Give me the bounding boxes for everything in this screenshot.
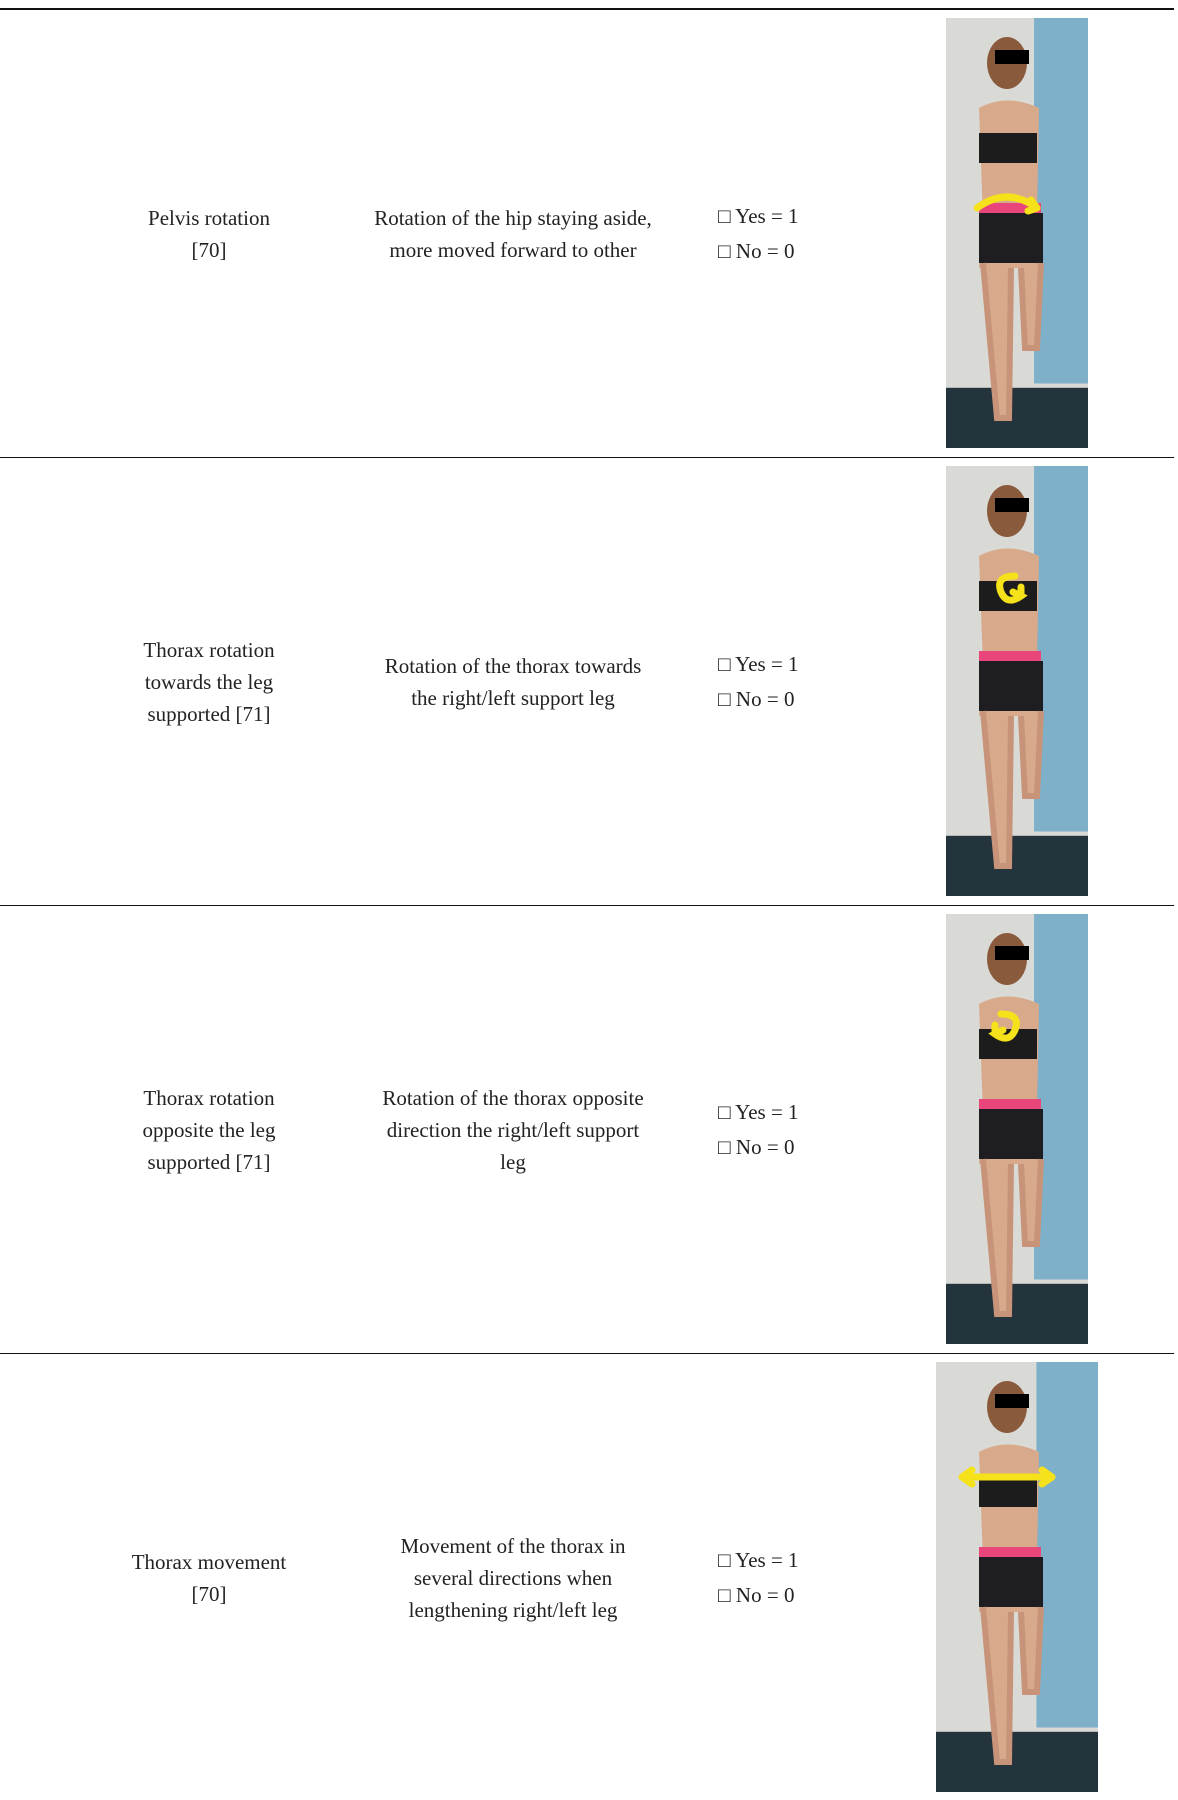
photo xyxy=(946,914,1088,1344)
row-name: Pelvis rotation [70] xyxy=(100,10,318,458)
row-name: Thorax rotation towards the leg supported … xyxy=(100,458,318,906)
shorts xyxy=(979,1557,1043,1607)
text-line: □ No = 0 xyxy=(718,687,795,711)
legs xyxy=(980,262,1044,421)
text-line: [70] xyxy=(191,238,227,262)
legs xyxy=(980,1158,1044,1317)
shorts xyxy=(979,213,1043,263)
text-line: Rotation of the thorax opposite xyxy=(382,1086,644,1110)
text-line: □ Yes = 1 xyxy=(718,1548,799,1572)
text-line: Thorax movement xyxy=(131,1550,287,1574)
text-line: [70] xyxy=(191,1582,227,1606)
eye-bar xyxy=(995,1394,1029,1408)
photo xyxy=(946,18,1088,448)
photo xyxy=(946,466,1088,896)
text-line: several directions when xyxy=(413,1566,613,1590)
text-line: supported [71] xyxy=(147,1150,271,1174)
row-rule xyxy=(0,905,1174,906)
top xyxy=(979,1029,1037,1059)
shorts xyxy=(979,661,1043,711)
text-line: Rotation of the thorax towards xyxy=(384,654,642,678)
table-row: Pelvis rotation [70] Rotation of the hip s… xyxy=(0,10,1178,458)
text-line: Thorax rotation xyxy=(143,1086,275,1110)
eye-bar xyxy=(995,498,1029,512)
table-row: Thorax rotation opposite the leg supported… xyxy=(0,906,1178,1354)
floor xyxy=(946,1283,1088,1344)
text-line: □ Yes = 1 xyxy=(718,204,799,228)
row-rule xyxy=(0,1353,1174,1354)
arrow xyxy=(973,193,1041,215)
row-name: Thorax rotation opposite the leg supported… xyxy=(100,906,318,1354)
text-line: direction the right/left support xyxy=(386,1118,640,1142)
photo xyxy=(936,1362,1098,1792)
wall-right xyxy=(1034,914,1088,1280)
shorts xyxy=(979,1109,1043,1159)
text-line: more moved forward to other xyxy=(389,238,637,262)
floor xyxy=(946,835,1088,896)
row-options: □ Yes = 1 □ No = 0 xyxy=(718,458,838,906)
wall-right xyxy=(1034,466,1088,832)
waistband xyxy=(979,651,1041,661)
text-line: towards the leg xyxy=(144,670,274,694)
arrow xyxy=(996,572,1028,604)
text-line: □ No = 0 xyxy=(718,1135,795,1159)
row-description: Rotation of the hip staying aside, more m… xyxy=(328,10,698,458)
waistband xyxy=(979,1099,1041,1109)
text-line: Pelvis rotation xyxy=(148,206,270,230)
text-line: Movement of the thorax in xyxy=(400,1534,626,1558)
row-description: Rotation of the thorax towards the right/… xyxy=(328,458,698,906)
text-line: supported [71] xyxy=(147,702,271,726)
waistband xyxy=(979,1547,1041,1557)
arrow xyxy=(958,1466,1056,1488)
legs xyxy=(980,1606,1044,1765)
text-line: □ Yes = 1 xyxy=(718,652,799,676)
row-options: □ Yes = 1 □ No = 0 xyxy=(718,906,838,1354)
legs xyxy=(980,710,1044,869)
text-line: □ No = 0 xyxy=(718,1583,795,1607)
eye-bar xyxy=(995,946,1029,960)
text-line: Rotation of the hip staying aside, xyxy=(374,206,652,230)
row-description: Rotation of the thorax opposite direction… xyxy=(328,906,698,1354)
text-line: □ No = 0 xyxy=(718,239,795,263)
row-name: Thorax movement [70] xyxy=(100,1354,318,1800)
wall-right xyxy=(1036,1362,1098,1728)
row-rule xyxy=(0,457,1174,458)
top xyxy=(979,1477,1037,1507)
table-row: Thorax movement [70] Movement of the thora… xyxy=(0,1354,1178,1800)
text-line: opposite the leg xyxy=(142,1118,276,1142)
table-row: Thorax rotation towards the leg supported … xyxy=(0,458,1178,906)
arrow xyxy=(988,1010,1020,1042)
top-rule xyxy=(0,8,1174,10)
waistband xyxy=(979,203,1041,213)
text-line: leg xyxy=(500,1150,526,1174)
wall-right xyxy=(1034,18,1088,384)
top xyxy=(979,133,1037,163)
text-line: Thorax rotation xyxy=(143,638,275,662)
text-line: □ Yes = 1 xyxy=(718,1100,799,1124)
text-line: lengthening right/left leg xyxy=(408,1598,618,1622)
floor xyxy=(936,1731,1098,1792)
text-line: the right/left support leg xyxy=(411,686,615,710)
row-options: □ Yes = 1 □ No = 0 xyxy=(718,1354,838,1800)
floor xyxy=(946,387,1088,448)
row-options: □ Yes = 1 □ No = 0 xyxy=(718,10,838,458)
row-description: Movement of the thorax in several directi… xyxy=(328,1354,698,1800)
eye-bar xyxy=(995,50,1029,64)
